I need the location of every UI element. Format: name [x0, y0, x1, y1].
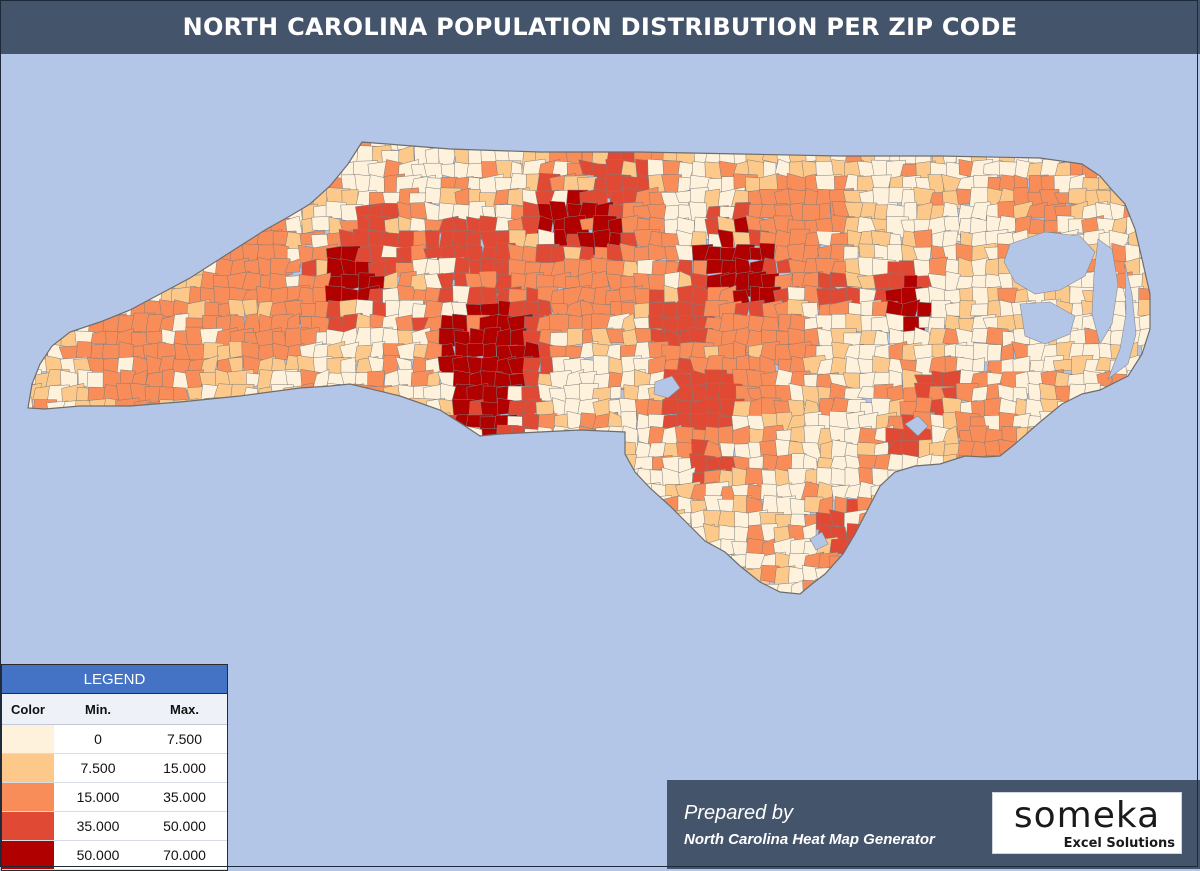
legend-max: 15.000: [142, 753, 227, 783]
logo-wordmark: someka: [1013, 795, 1161, 836]
zip-region[interactable]: [243, 258, 261, 276]
legend-swatch: [2, 724, 54, 754]
legend-max: 50.000: [142, 811, 227, 841]
water-body: [904, 415, 929, 437]
legend-min: 35.000: [54, 811, 142, 841]
legend-swatch: [2, 840, 54, 870]
legend-row: 7.500 15.000: [2, 753, 227, 783]
logo-tagline: Excel Solutions: [1063, 836, 1175, 851]
water-body: [1107, 263, 1137, 380]
someka-logo[interactable]: someka Excel Solutions: [992, 792, 1182, 854]
water-body: [1003, 231, 1096, 295]
generator-name: North Carolina Heat Map Generator: [684, 831, 935, 848]
zip-region[interactable]: [90, 330, 108, 345]
zip-region[interactable]: [466, 343, 485, 358]
legend-header-color: Color: [2, 694, 54, 725]
legend-table: Color Min. Max. 0 7.500 7.500 15.000 15.…: [2, 694, 227, 870]
legend-row: 35.000 50.000: [2, 811, 227, 841]
legend-title: LEGEND: [2, 665, 227, 694]
legend-max: 7.500: [142, 724, 227, 754]
legend-row: 50.000 70.000: [2, 840, 227, 870]
legend-row: 0 7.500: [2, 724, 227, 754]
legend-min: 7.500: [54, 753, 142, 783]
zip-region[interactable]: [970, 303, 989, 317]
zip-region[interactable]: [917, 301, 933, 317]
zip-region[interactable]: [311, 215, 333, 231]
water-body: [1091, 238, 1119, 345]
legend-min: 0: [54, 724, 142, 754]
page-title: NORTH CAROLINA POPULATION DISTRIBUTION P…: [182, 13, 1018, 41]
legend-max: 70.000: [142, 840, 227, 870]
zip-region[interactable]: [1110, 215, 1131, 235]
zip-region[interactable]: [284, 258, 301, 274]
legend-header-max: Max.: [142, 694, 227, 725]
title-bar: NORTH CAROLINA POPULATION DISTRIBUTION P…: [0, 0, 1200, 55]
zip-region[interactable]: [610, 386, 622, 400]
zip-region[interactable]: [1137, 299, 1158, 316]
zip-region[interactable]: [972, 357, 986, 373]
legend-row: 15.000 35.000: [2, 782, 227, 812]
legend-swatch: [2, 753, 54, 783]
legend-panel: LEGEND Color Min. Max. 0 7.500 7.500 15.…: [1, 664, 228, 871]
legend-max: 35.000: [142, 782, 227, 812]
zip-region[interactable]: [913, 229, 933, 248]
lakes-sounds: [653, 231, 1137, 551]
prepared-by-label: Prepared by: [684, 802, 793, 824]
water-body: [1019, 301, 1076, 345]
water-body: [653, 375, 681, 399]
zip-region[interactable]: [465, 230, 481, 247]
prepared-by-panel: Prepared by North Carolina Heat Map Gene…: [667, 780, 1200, 869]
zip-region[interactable]: [285, 215, 303, 236]
legend-min: 50.000: [54, 840, 142, 870]
legend-min: 15.000: [54, 782, 142, 812]
legend-header-min: Min.: [54, 694, 142, 725]
water-body: [809, 531, 829, 551]
zip-region[interactable]: [719, 442, 736, 459]
legend-swatch: [2, 782, 54, 812]
legend-swatch: [2, 811, 54, 841]
